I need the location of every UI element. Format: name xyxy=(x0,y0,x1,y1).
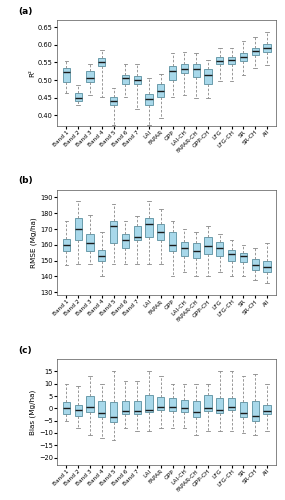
PathPatch shape xyxy=(134,401,141,414)
PathPatch shape xyxy=(204,70,212,84)
Text: (c): (c) xyxy=(19,346,32,355)
PathPatch shape xyxy=(169,398,176,411)
Y-axis label: R²: R² xyxy=(29,69,35,77)
PathPatch shape xyxy=(75,218,82,240)
PathPatch shape xyxy=(181,400,188,412)
PathPatch shape xyxy=(263,260,271,272)
PathPatch shape xyxy=(252,401,259,420)
PathPatch shape xyxy=(75,94,82,101)
PathPatch shape xyxy=(193,64,200,76)
PathPatch shape xyxy=(157,224,164,240)
PathPatch shape xyxy=(263,44,271,52)
PathPatch shape xyxy=(263,404,271,414)
PathPatch shape xyxy=(169,232,176,251)
PathPatch shape xyxy=(157,397,164,409)
PathPatch shape xyxy=(134,76,141,84)
Text: (a): (a) xyxy=(19,7,33,16)
PathPatch shape xyxy=(63,238,70,251)
PathPatch shape xyxy=(145,395,153,412)
PathPatch shape xyxy=(75,404,82,415)
PathPatch shape xyxy=(63,68,70,82)
PathPatch shape xyxy=(134,226,141,240)
PathPatch shape xyxy=(98,58,105,66)
PathPatch shape xyxy=(63,402,70,414)
PathPatch shape xyxy=(122,401,129,414)
PathPatch shape xyxy=(169,66,176,80)
PathPatch shape xyxy=(228,250,235,260)
PathPatch shape xyxy=(157,84,164,96)
PathPatch shape xyxy=(110,97,117,106)
PathPatch shape xyxy=(216,398,223,413)
PathPatch shape xyxy=(145,218,153,237)
PathPatch shape xyxy=(228,398,235,409)
PathPatch shape xyxy=(240,402,247,417)
PathPatch shape xyxy=(98,401,105,417)
Y-axis label: Bias (Mg/ha): Bias (Mg/ha) xyxy=(30,390,36,434)
PathPatch shape xyxy=(216,242,223,256)
PathPatch shape xyxy=(122,234,129,248)
Y-axis label: RMSE (Mg/ha): RMSE (Mg/ha) xyxy=(31,217,37,268)
PathPatch shape xyxy=(181,64,188,73)
PathPatch shape xyxy=(204,395,212,411)
PathPatch shape xyxy=(86,396,94,412)
PathPatch shape xyxy=(86,71,94,82)
PathPatch shape xyxy=(181,242,188,256)
PathPatch shape xyxy=(145,94,153,106)
PathPatch shape xyxy=(216,56,223,64)
PathPatch shape xyxy=(252,259,259,270)
PathPatch shape xyxy=(252,48,259,56)
Text: (b): (b) xyxy=(19,176,33,186)
PathPatch shape xyxy=(193,401,200,417)
PathPatch shape xyxy=(86,234,94,251)
PathPatch shape xyxy=(110,402,117,422)
PathPatch shape xyxy=(204,237,212,254)
PathPatch shape xyxy=(240,253,247,262)
PathPatch shape xyxy=(110,221,117,244)
PathPatch shape xyxy=(193,244,200,258)
PathPatch shape xyxy=(240,53,247,60)
PathPatch shape xyxy=(98,250,105,260)
PathPatch shape xyxy=(228,56,235,64)
PathPatch shape xyxy=(122,74,129,84)
